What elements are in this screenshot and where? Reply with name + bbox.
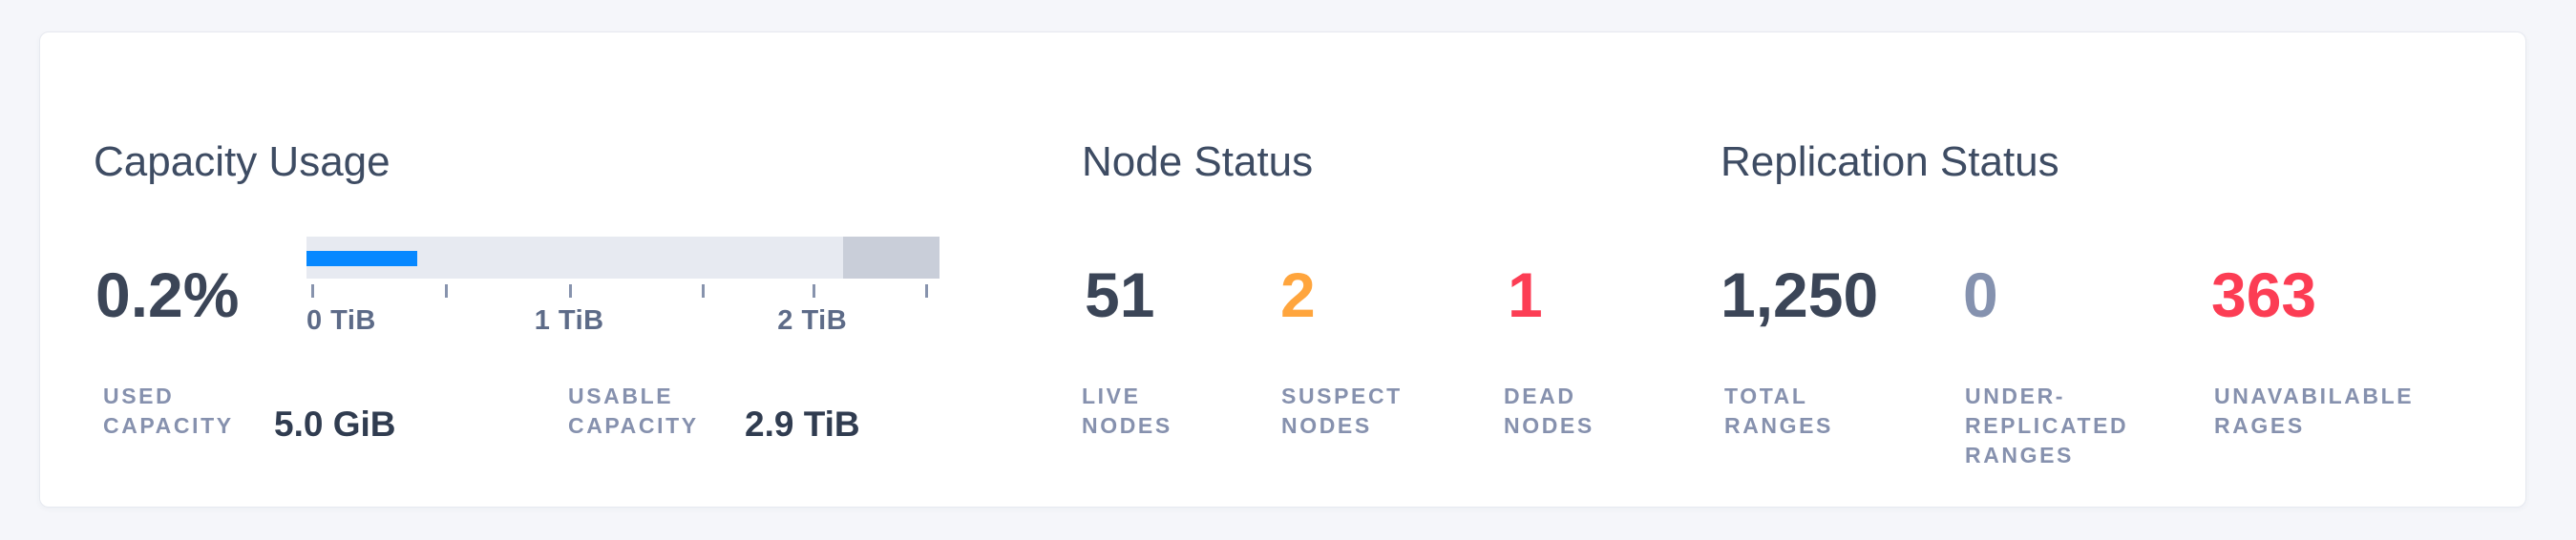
total-ranges-label: TOTAL RANGES bbox=[1724, 384, 1834, 438]
capacity-usage-title: Capacity Usage bbox=[94, 138, 391, 185]
node-status-title: Node Status bbox=[1082, 138, 1314, 185]
capacity-bar-track bbox=[306, 237, 940, 279]
axis-tick bbox=[569, 284, 573, 298]
suspect-nodes-label: SUSPECT NODES bbox=[1281, 384, 1403, 438]
usable-capacity-label: USABLE CAPACITY bbox=[568, 384, 699, 438]
axis-tick-label-0tib: 0 TiB bbox=[306, 305, 376, 336]
capacity-bar-used bbox=[306, 251, 418, 266]
axis-tick bbox=[701, 284, 705, 298]
usable-capacity-value: 2.9 TiB bbox=[745, 405, 860, 444]
axis-tick bbox=[445, 284, 449, 298]
live-nodes-label: LIVE NODES bbox=[1082, 384, 1172, 438]
unavailable-ranges-count: 363 bbox=[2211, 260, 2317, 330]
suspect-nodes-count: 2 bbox=[1280, 260, 1316, 330]
axis-tick bbox=[311, 284, 315, 298]
used-capacity-value: 5.0 GiB bbox=[274, 405, 396, 444]
total-ranges-count: 1,250 bbox=[1721, 260, 1879, 330]
capacity-used-percent: 0.2% bbox=[95, 260, 240, 330]
axis-tick-label-2tib: 2 TiB bbox=[777, 305, 848, 336]
axis-tick-label-1tib: 1 TiB bbox=[534, 305, 604, 336]
dead-nodes-label: DEAD NODES bbox=[1504, 384, 1594, 438]
under-replicated-ranges-label: UNDER- REPLICATED RANGES bbox=[1965, 384, 2129, 467]
axis-tick bbox=[812, 284, 815, 298]
dead-nodes-count: 1 bbox=[1508, 260, 1543, 330]
live-nodes-count: 51 bbox=[1085, 260, 1155, 330]
axis-tick bbox=[924, 284, 928, 298]
capacity-bar-reserved bbox=[843, 237, 940, 279]
cluster-overview-panel: Capacity Usage 0.2% 0 TiB 1 TiB 2 TiB US… bbox=[39, 31, 2526, 508]
under-replicated-ranges-count: 0 bbox=[1963, 260, 1998, 330]
unavailable-ranges-label: UNAVABILABLE RAGES bbox=[2214, 384, 2415, 438]
used-capacity-label: USED CAPACITY bbox=[103, 384, 234, 438]
capacity-bar-axis: 0 TiB 1 TiB 2 TiB bbox=[306, 284, 940, 361]
replication-status-title: Replication Status bbox=[1721, 138, 2059, 185]
